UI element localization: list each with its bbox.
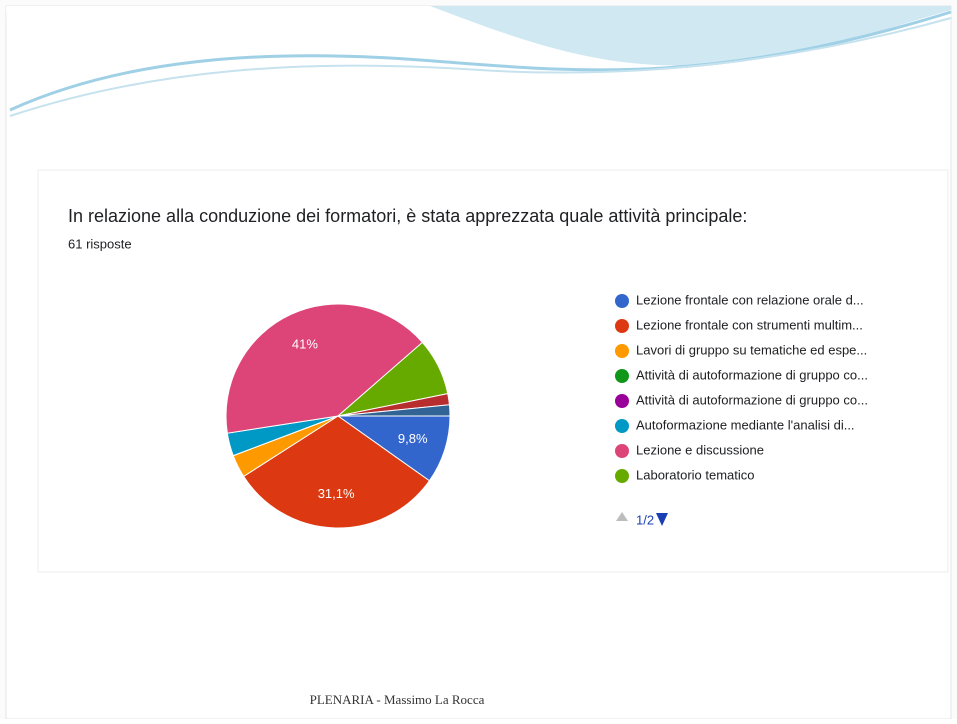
legend-swatch bbox=[615, 394, 629, 408]
legend-swatch bbox=[615, 419, 629, 433]
legend-swatch bbox=[615, 319, 629, 333]
page: In relazione alla conduzione dei formato… bbox=[0, 0, 957, 719]
slide-footer: PLENARIA - Massimo La Rocca bbox=[310, 692, 485, 707]
slide: In relazione alla conduzione dei formato… bbox=[0, 0, 957, 719]
legend-swatch bbox=[615, 294, 629, 308]
legend-swatch bbox=[615, 444, 629, 458]
slice-label: 41% bbox=[292, 336, 318, 351]
legend-label: Attività di autoformazione di gruppo co.… bbox=[636, 392, 868, 407]
legend-swatch bbox=[615, 369, 629, 383]
legend-label: Lavori di gruppo su tematiche ed espe... bbox=[636, 342, 867, 357]
legend-swatch bbox=[615, 344, 629, 358]
legend-page: 1/2 bbox=[636, 512, 654, 527]
legend-label: Laboratorio tematico bbox=[636, 467, 755, 482]
legend-swatch bbox=[615, 469, 629, 483]
legend-label: Autoformazione mediante l'analisi di... bbox=[636, 417, 855, 432]
legend-label: Lezione e discussione bbox=[636, 442, 764, 457]
pie: 9,8% 31,1% 41% bbox=[226, 304, 450, 528]
legend-label: Lezione frontale con strumenti multim... bbox=[636, 317, 863, 332]
response-count: 61 risposte bbox=[68, 236, 132, 251]
chart-title: In relazione alla conduzione dei formato… bbox=[68, 206, 747, 226]
legend-label: Lezione frontale con relazione orale d..… bbox=[636, 292, 864, 307]
legend-label: Attività di autoformazione di gruppo co.… bbox=[636, 367, 868, 382]
slice-label: 9,8% bbox=[398, 431, 428, 446]
slice-label: 31,1% bbox=[318, 486, 355, 501]
